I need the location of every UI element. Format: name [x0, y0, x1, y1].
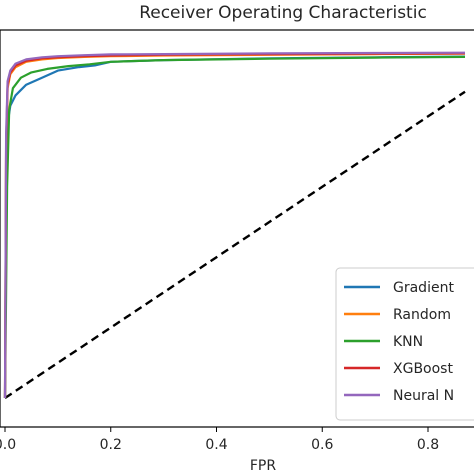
legend-label-gradient: Gradient [393, 280, 454, 296]
legend-label-xgboost: XGBoost [393, 361, 453, 377]
x-tick-label: 0.8 [417, 437, 439, 453]
legend-label-neural-n: Neural N [393, 388, 454, 404]
legend-label-knn: KNN [393, 334, 423, 350]
chart-title: Receiver Operating Characteristic [139, 3, 427, 23]
plot-frame [0, 29, 474, 428]
legend-box [335, 267, 474, 421]
legend: Gradient Random KNN XGBoost Neural N [335, 267, 474, 421]
series-line-neural-n [3, 51, 466, 399]
x-axis-label: FPR [250, 458, 276, 474]
series-line-knn [3, 55, 466, 399]
x-tick-label: 0.2 [100, 437, 122, 453]
legend-label-random: Random [393, 307, 451, 323]
chance-diagonal-line [4, 90, 466, 399]
x-tick-label: 0.6 [311, 437, 333, 453]
series-lines [3, 51, 466, 399]
x-tick-label: 0.0 [0, 437, 16, 453]
x-tick-label: 0.4 [205, 437, 227, 453]
x-axis-ticks: 0.0 0.2 0.4 0.6 0.8 [0, 427, 439, 453]
